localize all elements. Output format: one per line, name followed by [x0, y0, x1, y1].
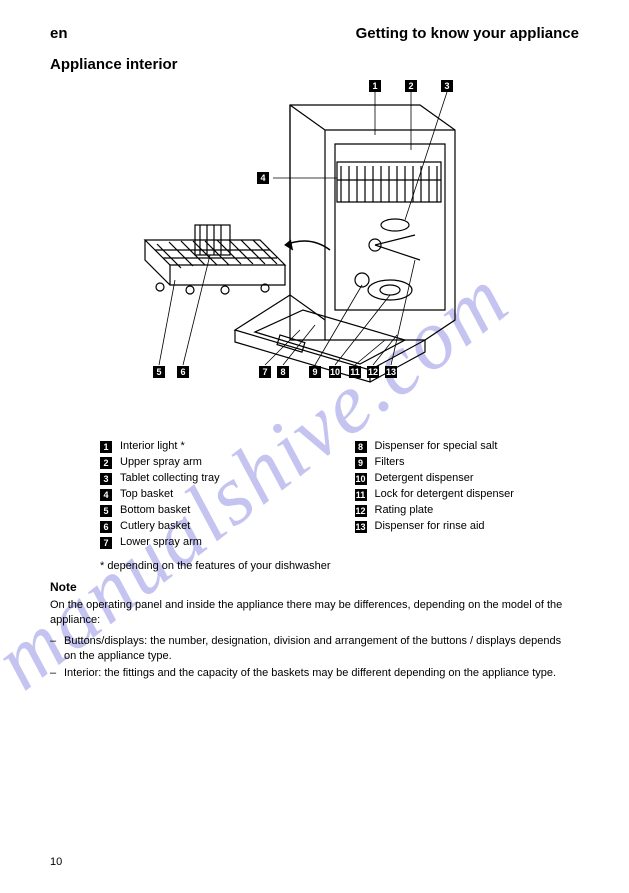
legend-row: 7 Lower spray arm [100, 536, 315, 549]
legend-footnote: * depending on the features of your dish… [100, 560, 569, 572]
diagram-marker: 10 [329, 366, 341, 378]
legend-key: 11 [355, 489, 367, 501]
notes-body: On the operating panel and inside the ap… [50, 598, 569, 628]
legend-text: Lock for detergent dispenser [375, 488, 570, 500]
legend-key: 6 [100, 521, 112, 533]
legend-row: 8 Dispenser for special salt [355, 440, 570, 453]
page-number: 10 [50, 856, 62, 868]
section-title: Appliance interior [50, 56, 178, 73]
legend-key: 2 [100, 457, 112, 469]
legend-text: Dispenser for rinse aid [375, 520, 570, 532]
legend-row: 12 Rating plate [355, 504, 570, 517]
legend-row: 9 Filters [355, 456, 570, 469]
legend-row: 4 Top basket [100, 488, 315, 501]
legend-col-left: 1 Interior light * 2 Upper spray arm 3 Tabl… [100, 440, 315, 552]
legend-row: 3 Tablet collecting tray [100, 472, 315, 485]
diagram-marker: 1 [369, 80, 381, 92]
legend-text: Tablet collecting tray [120, 472, 315, 484]
notes-heading: Note [50, 580, 569, 594]
diagram-marker: 7 [259, 366, 271, 378]
dishwasher-illustration [115, 80, 515, 410]
legend-key: 7 [100, 537, 112, 549]
legend-key: 5 [100, 505, 112, 517]
legend-key: 9 [355, 457, 367, 469]
diagram-marker: 11 [349, 366, 361, 378]
legend-row: 1 Interior light * [100, 440, 315, 453]
legend-key: 4 [100, 489, 112, 501]
legend-col-right: 8 Dispenser for special salt 9 Filters 10 D… [355, 440, 570, 552]
diagram-marker: 4 [257, 172, 269, 184]
diagram-marker: 5 [153, 366, 165, 378]
legend-row: 6 Cutlery basket [100, 520, 315, 533]
legend-key: 10 [355, 473, 367, 485]
legend-text: Rating plate [375, 504, 570, 516]
legend-row: 10 Detergent dispenser [355, 472, 570, 485]
legend-text: Top basket [120, 488, 315, 500]
legend-text: Filters [375, 456, 570, 468]
legend-row: 5 Bottom basket [100, 504, 315, 517]
legend-row: 13 Dispenser for rinse aid [355, 520, 570, 533]
diagram-marker: 12 [367, 366, 379, 378]
diagram-marker: 6 [177, 366, 189, 378]
legend-text: Bottom basket [120, 504, 315, 516]
legend-row: 11 Lock for detergent dispenser [355, 488, 570, 501]
header-language: en [50, 25, 68, 42]
legend-text: Upper spray arm [120, 456, 315, 468]
diagram-marker: 9 [309, 366, 321, 378]
legend-text: Detergent dispenser [375, 472, 570, 484]
diagram-marker: 3 [441, 80, 453, 92]
legend-key: 3 [100, 473, 112, 485]
legend-key: 12 [355, 505, 367, 517]
legend-text: Lower spray arm [120, 536, 315, 548]
notes-section: Note On the operating panel and inside t… [50, 580, 569, 684]
diagram-marker: 8 [277, 366, 289, 378]
legend-key: 8 [355, 441, 367, 453]
appliance-diagram: 1 2 3 4 5 6 7 8 9 10 11 12 13 [115, 80, 515, 410]
notes-bullet: Interior: the fittings and the capacity … [50, 666, 569, 681]
diagram-marker: 13 [385, 366, 397, 378]
legend-text: Dispenser for special salt [375, 440, 570, 452]
diagram-marker: 2 [405, 80, 417, 92]
notes-bullet: Buttons/displays: the number, designatio… [50, 634, 569, 664]
header-section: Getting to know your appliance [356, 25, 579, 42]
legend-text: Cutlery basket [120, 520, 315, 532]
legend-row: 2 Upper spray arm [100, 456, 315, 469]
legend-key: 13 [355, 521, 367, 533]
legend-text: Interior light * [120, 440, 315, 452]
legend-key: 1 [100, 441, 112, 453]
parts-legend: 1 Interior light * 2 Upper spray arm 3 Tabl… [100, 440, 569, 572]
